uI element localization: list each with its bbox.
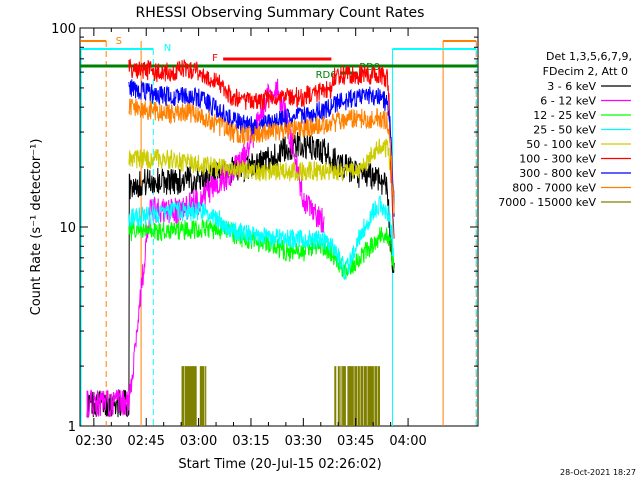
legend-entry-label: 50 - 100 keV — [526, 138, 596, 151]
legend: Det 1,3,5,6,7,9, FDecim 2, Att 0 3 - 6 k… — [498, 50, 632, 209]
legend-entry-label: 100 - 300 keV — [519, 153, 596, 166]
legend-header-2: FDecim 2, Att 0 — [543, 65, 628, 78]
series-7000-15000kev-burst — [334, 366, 380, 426]
series-300-800kev — [128, 79, 395, 217]
series-50-100kev — [128, 138, 395, 201]
series-100-300kev — [128, 58, 395, 239]
chart-title: RHESSI Observing Summary Count Rates — [136, 5, 425, 21]
band-annotation: F — [212, 53, 218, 64]
legend-entry-label: 7000 - 15000 keV — [498, 196, 596, 209]
legend-entry-label: 800 - 7000 keV — [512, 182, 596, 195]
x-tick-label: 03:00 — [180, 434, 217, 449]
x-axis-label: Start Time (20-Jul-15 02:26:02) — [178, 457, 381, 472]
band-annotation: RD6 — [316, 70, 337, 81]
legend-entry-label: 6 - 12 keV — [540, 95, 596, 108]
x-tick-label: 03:30 — [285, 434, 322, 449]
x-tick-label: 03:15 — [232, 434, 269, 449]
axis-ticks: 02:30 02:45 03:00 03:15 03:30 03:45 04:00 1 10 10… — [51, 22, 478, 449]
band-annotation: S — [116, 36, 122, 47]
series-25-50kev — [128, 195, 395, 281]
series-7000-15000kev-burst — [181, 366, 207, 426]
legend-entry-label: 25 - 50 keV — [533, 124, 596, 137]
y-tick-label: 10 — [59, 221, 76, 236]
series-layer — [86, 58, 395, 426]
band-annotation: RD9 — [359, 62, 380, 73]
series-12-25kev — [128, 219, 395, 280]
plot-timestamp: 28-Oct-2021 18:27 — [560, 468, 636, 477]
y-tick-label: 100 — [51, 22, 76, 37]
x-tick-label: 02:30 — [75, 434, 112, 449]
x-tick-label: 03:45 — [337, 434, 374, 449]
legend-entry-label: 12 - 25 keV — [533, 109, 596, 122]
series-800-7000kev — [128, 98, 395, 214]
legend-header-1: Det 1,3,5,6,7,9, — [546, 50, 632, 63]
legend-entry-label: 300 - 800 keV — [519, 167, 596, 180]
legend-entry-label: 3 - 6 keV — [547, 80, 596, 93]
band-annotation: N — [164, 43, 171, 54]
y-tick-label: 1 — [68, 420, 76, 435]
x-tick-label: 02:45 — [127, 434, 164, 449]
x-tick-label: 04:00 — [389, 434, 426, 449]
y-axis-label: Count Rate (s⁻¹ detector⁻¹) — [29, 139, 44, 316]
